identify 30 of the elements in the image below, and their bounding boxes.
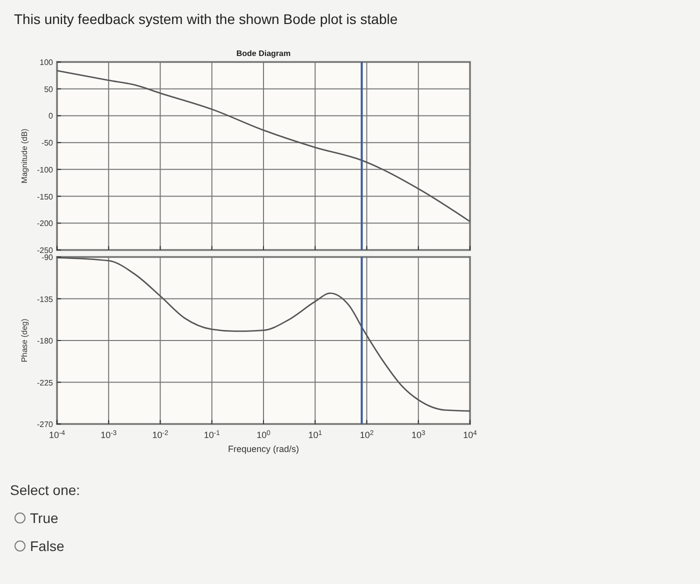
- y-tick-label: -225: [36, 378, 54, 388]
- y-tick-label: -270: [36, 420, 54, 429]
- text: True: [30, 510, 58, 526]
- y-tick-label: -90: [41, 253, 54, 262]
- x-tick-label: 10$^{4}$: [463, 430, 478, 440]
- x-tick-label: 10$^{1}$: [308, 430, 322, 440]
- chart-title: This unity feedback system with the shown Bode plot is stable: [14, 11, 398, 27]
- x-tick-label: 10$^{0}$: [256, 430, 271, 440]
- x-tick-label: 10$^{-4}$: [48, 430, 66, 440]
- x-tick-label: 10$^{-1}$: [204, 430, 220, 440]
- y-tick-label: 0: [48, 112, 54, 121]
- x-axis-title: Frequency (rad/s): [228, 444, 300, 454]
- y-tick-label: -150: [36, 192, 54, 202]
- y-axis-title: Magnitude (dB): [20, 128, 29, 184]
- chart-subtitle: Bode Diagram: [236, 49, 291, 58]
- x-tick-label: 10$^{3}$: [411, 430, 426, 440]
- y-axis-title: Phase (deg): [20, 318, 29, 362]
- x-tick-label: 10$^{-3}$: [100, 430, 117, 440]
- x-tick-label: 10$^{-2}$: [152, 430, 168, 440]
- y-tick-label: -100: [36, 165, 54, 174]
- y-tick-label: -250: [36, 246, 54, 255]
- y-tick-label: -50: [41, 138, 54, 148]
- y-tick-label: -180: [36, 336, 54, 346]
- x-tick-label: 10$^{2}$: [360, 430, 374, 440]
- y-tick-label: -200: [36, 219, 54, 228]
- text: False: [30, 538, 64, 554]
- y-tick-label: 100: [40, 58, 54, 67]
- y-tick-label: -135: [36, 294, 54, 304]
- y-tick-label: 50: [44, 84, 54, 94]
- text: Select one:: [10, 482, 80, 498]
